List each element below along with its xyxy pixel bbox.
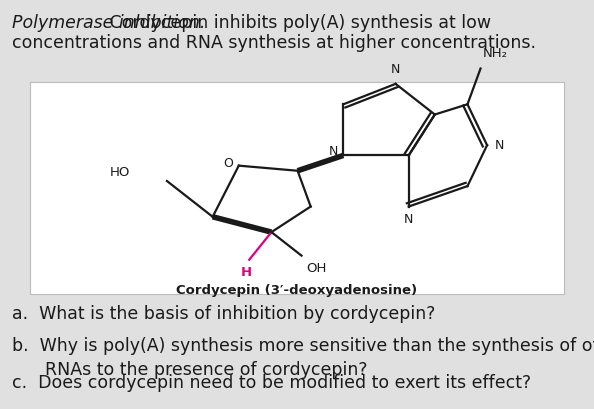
Text: N: N xyxy=(391,63,400,76)
Text: HO: HO xyxy=(110,166,130,179)
Text: a.  What is the basis of inhibition by cordycepin?: a. What is the basis of inhibition by co… xyxy=(12,305,435,323)
Text: O: O xyxy=(224,157,233,170)
Text: concentrations and RNA synthesis at higher concentrations.: concentrations and RNA synthesis at high… xyxy=(12,34,536,52)
Text: b.  Why is poly(A) synthesis more sensitive than the synthesis of other
      RN: b. Why is poly(A) synthesis more sensiti… xyxy=(12,337,594,379)
Text: H: H xyxy=(241,266,252,279)
Text: Cordycepin inhibits poly(A) synthesis at low: Cordycepin inhibits poly(A) synthesis at… xyxy=(104,14,491,32)
Text: N: N xyxy=(328,145,338,158)
FancyBboxPatch shape xyxy=(30,82,564,294)
Text: N: N xyxy=(495,139,504,152)
Text: c.  Does cordycepin need to be modified to exert its effect?: c. Does cordycepin need to be modified t… xyxy=(12,374,531,392)
Text: OH: OH xyxy=(307,262,327,275)
Text: NH₂: NH₂ xyxy=(483,47,508,60)
Text: Cordycepin (3′-deoxyadenosine): Cordycepin (3′-deoxyadenosine) xyxy=(176,284,418,297)
Text: Polymerase inhibition.: Polymerase inhibition. xyxy=(12,14,206,32)
Text: N: N xyxy=(404,213,413,226)
